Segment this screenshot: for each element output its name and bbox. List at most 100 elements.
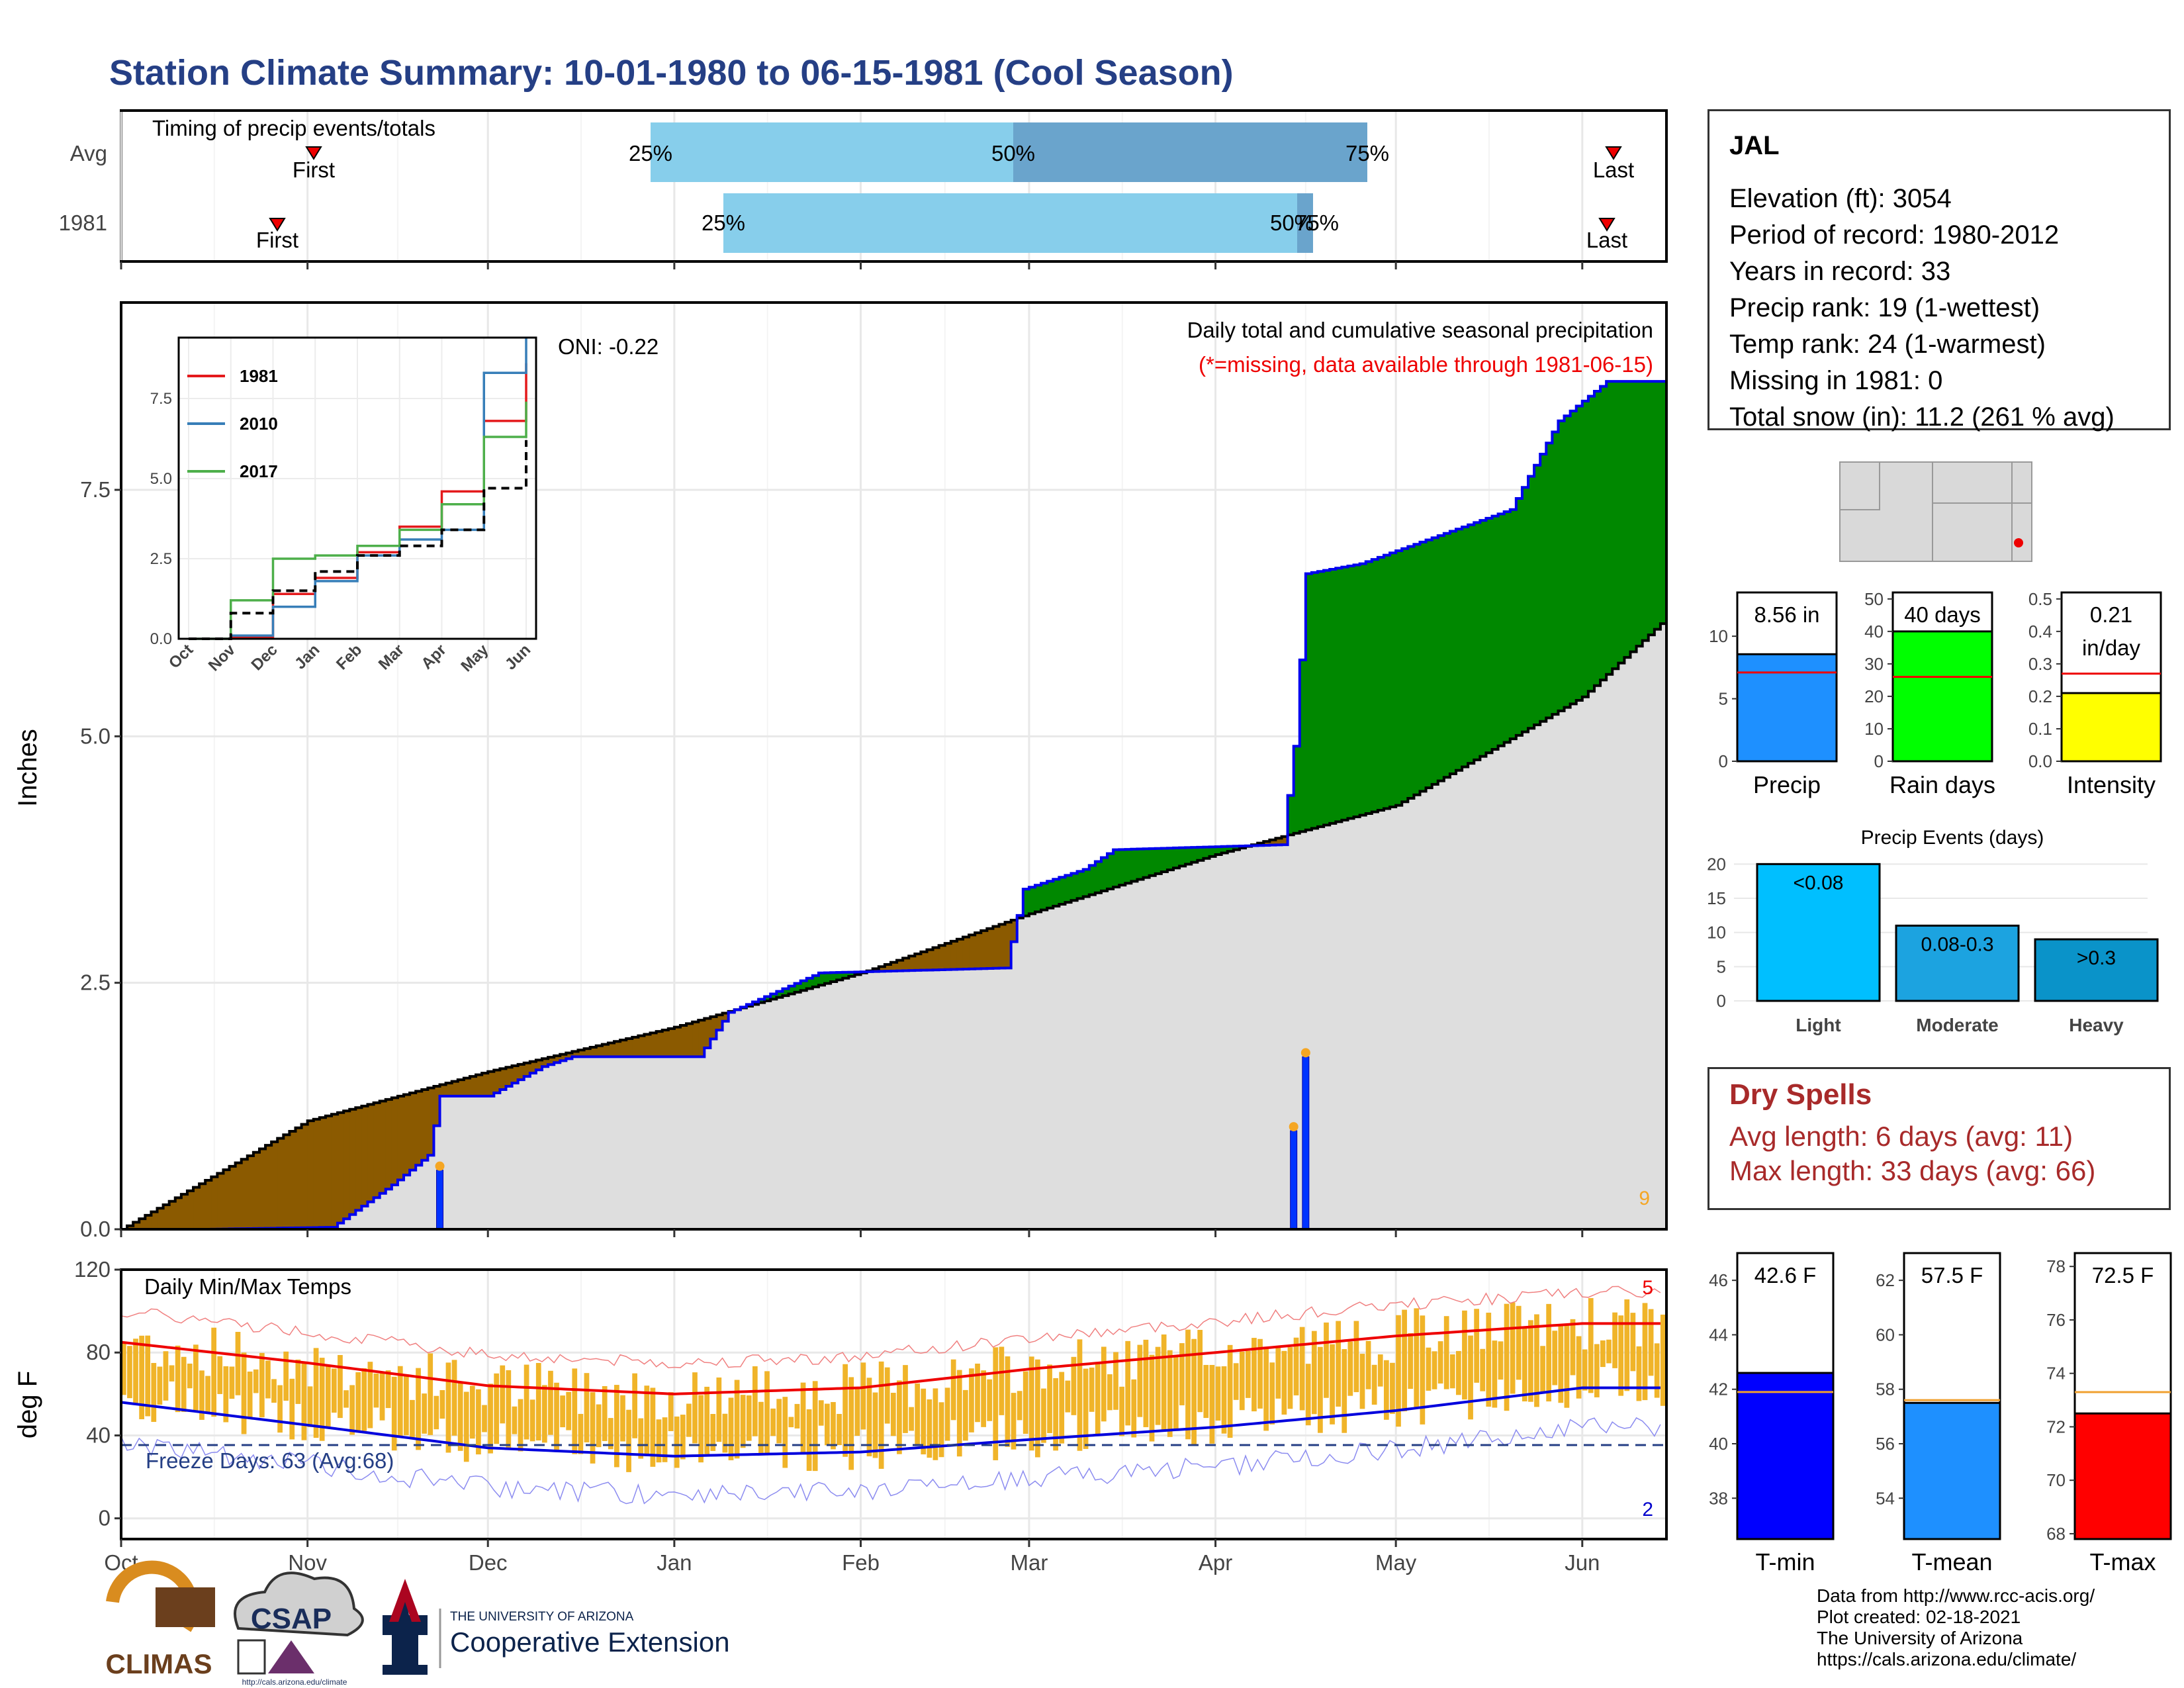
precip-deficit-area [385,1099,392,1190]
daily-temp-bar [1269,1362,1275,1425]
precip-surplus-area [1504,512,1511,743]
daily-temp-bar [541,1385,547,1443]
daily-temp-bar [1474,1309,1479,1383]
precip-surplus-area [1047,881,1054,908]
last-label-avg: Last [1593,158,1634,182]
csap-text: CSAP [251,1603,332,1635]
summary-bar-tick-label: 10 [1864,719,1884,739]
daily-temp-bar [825,1403,830,1446]
precip-surplus-area [1390,553,1396,808]
daily-temp-bar [1336,1321,1342,1407]
precip-events-chart: Precip Events (days) 0 5 10 15 20 <0.08 Light 0.… [1707,827,2159,1035]
precip-deficit-area [139,1219,146,1229]
daily-temp-bar [938,1402,944,1458]
station-years: Years in record: 33 [1729,257,1951,286]
precip-deficit-area [523,1062,531,1077]
daily-temp-bar [1606,1339,1612,1364]
temp-summary-tick-label: 58 [1876,1380,1895,1399]
precip-surplus-area [788,986,796,994]
record-min-line [120,1417,1661,1505]
precip-deficit-area [614,1041,621,1057]
page-title: Station Climate Summary: 10-01-1980 to 0… [109,53,1234,93]
daily-temp-bar [746,1395,752,1441]
daily-temp-bar [1570,1319,1576,1376]
daily-temp-bar [1017,1391,1023,1421]
daily-temp-bar [728,1397,734,1460]
precip-deficit-area [241,1159,248,1229]
daily-temp-bar [512,1406,518,1434]
precip-surplus-area [1035,885,1042,912]
precip-surplus-area [854,972,862,975]
precip-deficit-area [674,1027,681,1057]
precip-surplus-area [1053,879,1060,906]
timing-avg-25-label: 25% [629,141,672,165]
events-bar-heavy [2034,938,2159,1002]
daily-temp-bar [1246,1350,1251,1398]
precip-surplus-area [825,972,831,984]
events-tick-label: 5 [1717,957,1726,976]
precip-deficit-area [283,1135,290,1229]
csap-mountain [268,1640,314,1673]
daily-temp-bar [704,1386,710,1454]
climas-logo: CLIMAS [106,1560,215,1679]
summary-bar-value: 0.21 [2090,602,2132,627]
precip-deficit-area [566,1053,573,1059]
precip-surplus-area [1396,551,1402,806]
daily-temp-bar [1149,1354,1155,1442]
precip-deficit-area [1263,841,1270,845]
daily-temp-bar [1510,1302,1516,1394]
summary-bar-tick-label: 10 [1709,626,1728,646]
coop-extension-text: Cooperative Extension [450,1626,730,1658]
precip-surplus-area [764,996,771,1002]
daily-temp-bar [1035,1359,1040,1458]
precip-deficit-area [975,933,981,969]
summary-bar-tick-label: 0 [1719,751,1728,771]
precip-surplus-area [1324,570,1330,825]
daily-temp-bar [1083,1368,1089,1449]
inset-series-line-2017 [189,401,527,640]
precip-deficit-area [529,1061,537,1074]
timing-1981-50-label: 50% [1270,211,1314,235]
temp-frame [120,1268,1668,1540]
x-tick-label: Jan [657,1550,692,1575]
precip-count-label: 9 [1639,1188,1650,1209]
daily-temp-bar [668,1392,674,1431]
precip-surplus-area [1426,539,1433,788]
events-tick-label: 20 [1707,854,1726,874]
precip-deficit-area [999,924,1006,968]
inset-y-tick-label: 7.5 [150,390,172,408]
precip-surplus-area [1041,883,1048,910]
daily-temp-bar [975,1363,980,1423]
temp-summary-value: 42.6 F [1754,1263,1817,1288]
temp-summary-tick-label: 42 [1709,1380,1728,1399]
temp-y-tick-label: 120 [74,1257,111,1282]
precip-panel: 0.0 2.5 5.0 7.5 Inches Daily total and cumu… [13,301,1668,1241]
precip-surplus-area [1522,487,1529,732]
precip-deficit-area [133,1222,140,1229]
precip-deficit-area [962,937,970,970]
inset-y-tick-label: 0.0 [150,630,172,648]
daily-temp-bar [1534,1314,1539,1407]
inset-y-tick-label: 2.5 [150,550,172,568]
daily-temp-bar [596,1404,602,1448]
precip-deficit-area [433,1086,441,1126]
inset-legend-label: 2010 [240,414,278,434]
precip-surplus-area [1028,887,1036,914]
precip-deficit-area [897,960,903,971]
precip-deficit-area [355,1107,363,1211]
daily-temp-bar [770,1408,776,1436]
daily-temp-bar [944,1387,950,1441]
daily-temp-bar [1107,1374,1113,1411]
daily-temp-bar [1305,1364,1311,1426]
daily-temp-bar [1359,1354,1365,1409]
average-cumulative-line [121,618,1668,1231]
precip-surplus-area [831,972,837,982]
daily-precip-marker [435,1161,445,1171]
precip-surplus-area [1143,849,1150,878]
daily-temp-bar [1324,1322,1329,1398]
temp-summary-tick-label: 62 [1876,1270,1895,1290]
precip-deficit-area [457,1080,465,1096]
precip-deficit-area [404,1094,410,1176]
precip-deficit-area [199,1184,206,1229]
temp-summary-bar-t-min [1736,1372,1835,1540]
